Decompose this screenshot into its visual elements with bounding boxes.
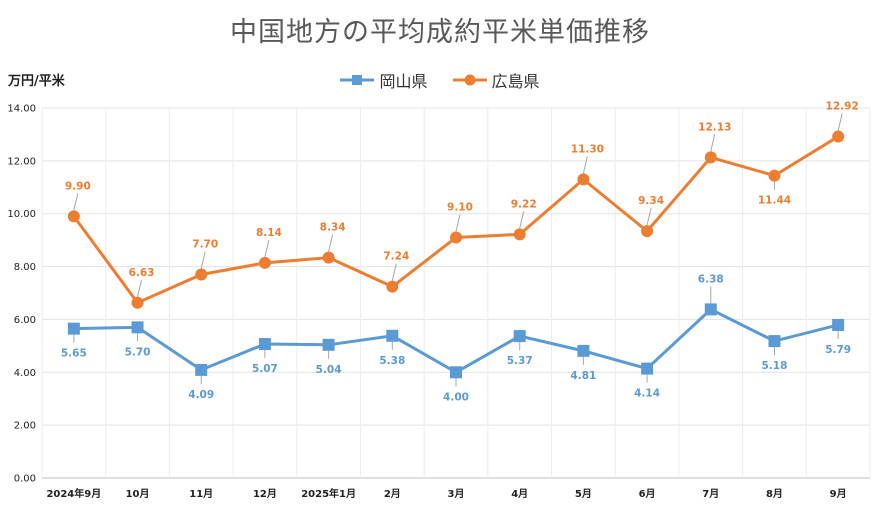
- data-label: 5.37: [507, 355, 533, 367]
- data-label: 8.14: [256, 227, 282, 239]
- data-label: 5.04: [316, 364, 342, 376]
- data-point-square: [67, 322, 80, 335]
- data-point-square: [195, 363, 208, 376]
- data-label: 6.38: [698, 273, 724, 285]
- legend-okayama-marker: [340, 75, 375, 85]
- x-tick-label: 6月: [639, 488, 656, 500]
- data-point-circle: [832, 130, 845, 143]
- data-point-square: [322, 338, 335, 351]
- x-tick-label: 2024年9月: [46, 487, 101, 500]
- x-tick-label: 3月: [448, 488, 465, 500]
- y-tick-label: 6.00: [14, 315, 36, 326]
- data-point-square: [577, 344, 590, 357]
- y-tick-label: 4.00: [14, 368, 36, 379]
- data-point-square: [513, 330, 526, 343]
- data-label: 5.70: [125, 346, 151, 358]
- data-label: 12.13: [698, 121, 731, 133]
- data-label: 5.07: [252, 363, 278, 375]
- data-label: 6.63: [129, 267, 155, 279]
- y-tick-label: 14.00: [7, 104, 36, 115]
- y-axis-unit-label: 万円/平米: [8, 74, 65, 89]
- data-point-circle: [67, 210, 80, 223]
- data-label-leader: [391, 263, 397, 281]
- data-label-leader: [646, 208, 652, 226]
- series-line-0: [73, 307, 839, 374]
- data-label: 11.44: [758, 195, 791, 207]
- x-tick-label: 9月: [830, 488, 847, 500]
- data-point-circle: [704, 151, 717, 164]
- x-tick-label: 5月: [575, 488, 592, 500]
- x-tick-label: 2025年1月: [301, 487, 356, 500]
- data-point-square: [386, 329, 399, 342]
- data-point-circle: [258, 256, 271, 269]
- x-tick-label: 2月: [384, 488, 401, 500]
- data-label-leader: [710, 134, 716, 152]
- data-label: 8.34: [320, 222, 346, 234]
- data-label: 7.24: [383, 251, 409, 263]
- data-label: 5.65: [61, 348, 87, 360]
- legend: 岡山県 広島県: [0, 68, 880, 92]
- data-point-circle: [768, 169, 781, 182]
- data-label: 9.10: [447, 202, 473, 214]
- legend-label-okayama: 岡山県: [379, 72, 428, 91]
- data-point-circle: [386, 280, 399, 293]
- data-label: 9.90: [65, 180, 91, 192]
- data-label: 5.38: [379, 355, 405, 367]
- data-label: 5.18: [762, 360, 788, 372]
- data-label: 11.30: [571, 143, 604, 155]
- data-label-leader: [519, 211, 525, 229]
- data-point-square: [832, 318, 845, 331]
- data-label: 9.34: [638, 195, 664, 207]
- y-tick-label: 2.00: [14, 421, 36, 432]
- data-point-square: [258, 338, 271, 351]
- legend-item-hiroshima: 広島県: [452, 68, 540, 92]
- data-point-square: [641, 362, 654, 375]
- data-point-circle: [195, 268, 208, 281]
- data-point-circle: [131, 296, 144, 309]
- y-tick-label: 12.00: [7, 156, 36, 167]
- y-tick-label: 10.00: [7, 209, 36, 220]
- data-label: 4.14: [634, 388, 660, 400]
- data-point-circle: [450, 231, 462, 244]
- x-tick-label: 4月: [511, 488, 528, 500]
- data-label-leader: [73, 193, 79, 211]
- chart-title: 中国地方の平均成約平米単価推移: [230, 17, 650, 48]
- data-label-leader: [837, 113, 843, 131]
- x-tick-label: 12月: [253, 488, 277, 500]
- data-point-square: [450, 366, 462, 379]
- data-point-square: [768, 335, 781, 348]
- x-tick-label: 7月: [702, 488, 719, 500]
- data-point-circle: [322, 251, 335, 264]
- legend-label-hiroshima: 広島県: [491, 72, 540, 91]
- data-point-square: [131, 321, 144, 334]
- data-label: 4.00: [443, 391, 469, 403]
- data-point-square: [704, 303, 717, 316]
- data-label: 7.70: [192, 239, 218, 251]
- data-label: 9.22: [511, 198, 537, 210]
- data-label-leader: [200, 251, 206, 269]
- legend-item-okayama: 岡山県: [340, 68, 427, 92]
- data-label-leader: [582, 156, 588, 174]
- legend-hiroshima-marker: [452, 74, 487, 86]
- data-label-leader: [137, 279, 143, 297]
- data-point-circle: [513, 228, 526, 241]
- data-label-leader: [264, 239, 270, 257]
- data-point-circle: [577, 173, 590, 186]
- data-point-circle: [641, 225, 654, 238]
- data-label-leader: [455, 214, 461, 232]
- y-tick-label: 8.00: [14, 262, 36, 273]
- x-tick-label: 11月: [189, 488, 213, 500]
- data-label: 5.79: [825, 344, 851, 356]
- data-label: 4.09: [188, 389, 214, 401]
- data-label: 4.81: [570, 370, 596, 382]
- data-label: 12.92: [826, 101, 859, 113]
- data-label-leader: [328, 234, 334, 252]
- y-tick-label: 0.00: [14, 474, 36, 485]
- x-tick-label: 10月: [126, 488, 150, 500]
- x-tick-label: 8月: [766, 488, 783, 500]
